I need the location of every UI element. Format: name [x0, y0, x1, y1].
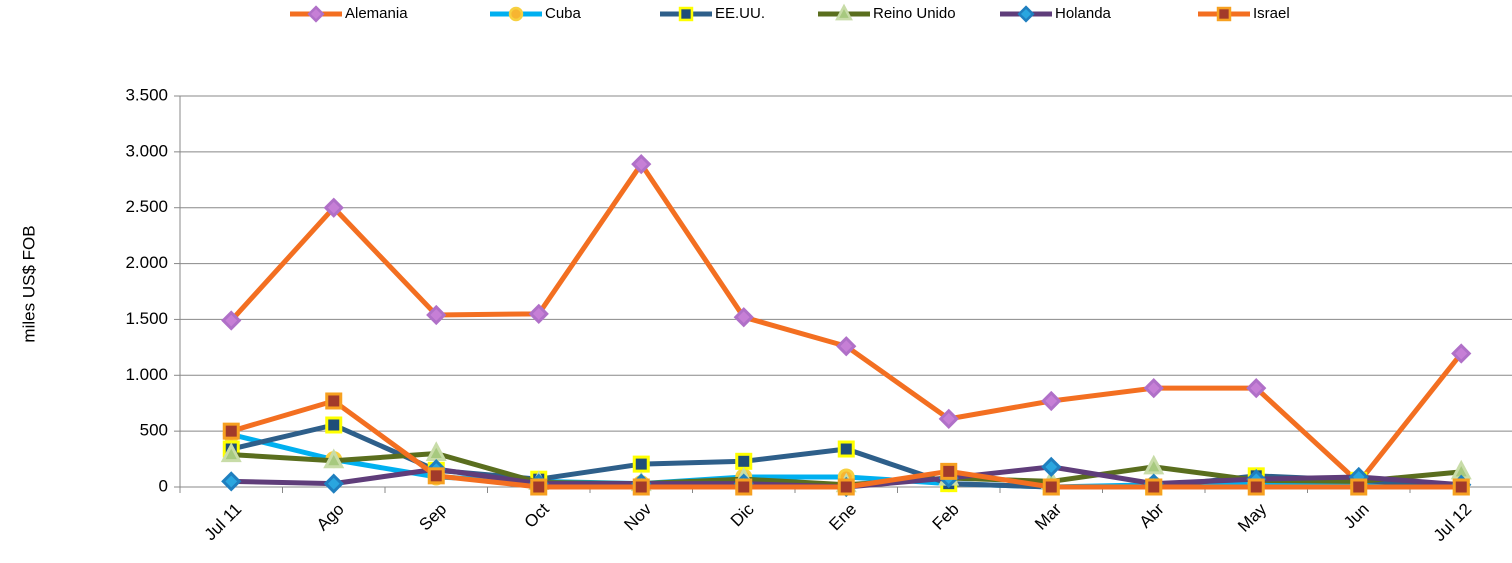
marker [735, 452, 753, 470]
y-axis-label: miles US$ FOB [19, 225, 38, 342]
y-tick-label: 500 [140, 421, 168, 440]
marker [221, 471, 242, 492]
y-tick-label: 2.500 [125, 197, 168, 216]
marker [837, 440, 855, 458]
x-tick-label: Feb [929, 500, 963, 534]
x-tick-label: Jul 11 [201, 500, 246, 545]
marker [221, 310, 242, 331]
legend-item: Israel [1198, 5, 1290, 22]
marker [325, 392, 343, 410]
y-tick-label: 3.000 [125, 141, 168, 160]
x-tick-label: Jul 12 [1430, 500, 1476, 546]
y-tick-label: 3.500 [125, 85, 168, 104]
legend-item: Holanda [1000, 5, 1112, 23]
x-tick-label: Oct [521, 499, 553, 531]
marker [323, 197, 344, 218]
marker [678, 6, 694, 22]
marker [508, 6, 524, 22]
y-tick-label: 1.500 [125, 309, 168, 328]
marker [323, 473, 344, 494]
marker [940, 462, 958, 480]
marker [1041, 456, 1062, 478]
line [229, 161, 1464, 486]
y-tick-label: 2.000 [125, 253, 168, 272]
legend-label: Cuba [545, 5, 582, 22]
x-tick-label: Sep [415, 500, 450, 535]
legend-label: Reino Unido [873, 5, 956, 22]
marker [1246, 378, 1267, 399]
legend-label: Israel [1253, 5, 1290, 22]
x-tick-label: Dic [727, 499, 758, 530]
marker [307, 5, 325, 23]
y-tick-label: 1.000 [125, 365, 168, 384]
series [221, 154, 1472, 493]
marker [426, 304, 447, 326]
marker [427, 467, 445, 485]
marker [1145, 478, 1163, 496]
legend-label: Holanda [1055, 5, 1112, 22]
marker [733, 307, 754, 328]
legend-item: Alemania [290, 5, 408, 23]
x-tick-label: May [1234, 499, 1270, 535]
marker [632, 478, 650, 496]
marker [632, 455, 650, 473]
marker [1017, 5, 1035, 23]
marker [1451, 343, 1472, 364]
legend-label: Alemania [345, 5, 408, 22]
legend-item: EE.UU. [660, 5, 765, 22]
legend-item: Cuba [490, 5, 582, 22]
marker [938, 408, 959, 429]
marker [425, 441, 447, 461]
x-tick-label: Ene [825, 500, 860, 535]
marker [1042, 478, 1060, 496]
series [222, 392, 1470, 496]
marker [1350, 478, 1368, 496]
marker [1041, 390, 1062, 412]
x-tick-label: Abr [1136, 499, 1168, 531]
marker [631, 154, 652, 175]
marker [835, 3, 853, 21]
marker [1143, 378, 1164, 399]
marker [528, 303, 549, 324]
marker [735, 478, 753, 496]
marker [1216, 6, 1232, 22]
marker [222, 422, 240, 440]
x-tick-label: Ago [313, 500, 348, 535]
marker [1143, 454, 1165, 475]
marker [325, 416, 343, 434]
marker [836, 336, 857, 357]
x-tick-label: Jun [1340, 500, 1373, 533]
legend-item: Reino Unido [818, 3, 956, 22]
x-tick-label: Nov [620, 499, 655, 534]
x-tick-label: Mar [1031, 499, 1065, 533]
marker [1247, 478, 1265, 496]
marker [323, 448, 345, 469]
legend-label: EE.UU. [715, 5, 765, 22]
marker [837, 478, 855, 496]
marker [530, 478, 548, 496]
marker [220, 442, 242, 463]
y-tick-label: 0 [159, 476, 168, 495]
marker [1452, 478, 1470, 496]
